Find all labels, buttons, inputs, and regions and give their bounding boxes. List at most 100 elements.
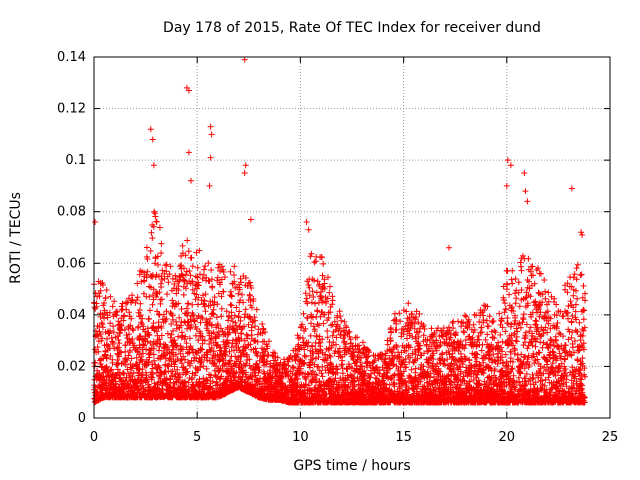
- data-point: [217, 268, 223, 274]
- data-point: [150, 345, 157, 352]
- data-point: [99, 321, 106, 328]
- data-point: [428, 325, 435, 332]
- data-point: [306, 284, 313, 291]
- data-point: [203, 365, 210, 372]
- data-point: [217, 281, 223, 288]
- data-point: [212, 335, 219, 342]
- data-point: [158, 325, 165, 331]
- data-point: [131, 342, 138, 349]
- data-point: [179, 332, 186, 339]
- data-point: [227, 268, 234, 275]
- data-point: [186, 268, 193, 274]
- data-point: [194, 285, 200, 292]
- data-point: [97, 331, 104, 337]
- data-point: [183, 369, 190, 376]
- data-point: [94, 331, 101, 338]
- data-point: [116, 353, 122, 360]
- data-point: [201, 266, 207, 273]
- data-point: [109, 303, 116, 310]
- data-point: [149, 370, 156, 377]
- data-point: [204, 357, 211, 364]
- data-point: [227, 288, 234, 295]
- data-point: [209, 321, 215, 328]
- data-point: [214, 381, 221, 388]
- data-point: [451, 331, 458, 337]
- data-point: [218, 293, 225, 300]
- data-point: [111, 298, 118, 305]
- data-point: [189, 263, 196, 270]
- data-point: [128, 315, 135, 322]
- data-point: [479, 355, 486, 362]
- data-point: [149, 235, 156, 242]
- data-point: [147, 307, 153, 314]
- data-point: [201, 297, 208, 304]
- data-point: [189, 301, 196, 308]
- data-point: [184, 319, 191, 326]
- data-point: [153, 328, 160, 335]
- data-point: [129, 326, 136, 332]
- data-point: [125, 352, 132, 359]
- data-point: [144, 378, 151, 385]
- data-point: [161, 275, 168, 282]
- data-point: [338, 317, 345, 324]
- data-point: [314, 308, 321, 315]
- data-point: [117, 321, 124, 328]
- data-point: [412, 365, 419, 372]
- data-point: [201, 337, 208, 344]
- data-point: [210, 306, 217, 313]
- data-point: [153, 218, 160, 225]
- data-point: [114, 357, 121, 363]
- data-point: [160, 311, 167, 318]
- data-point: [136, 307, 143, 313]
- data-point: [217, 344, 224, 351]
- data-point: [166, 271, 173, 278]
- data-point: [146, 293, 153, 300]
- data-point: [143, 362, 150, 369]
- data-point: [197, 271, 203, 278]
- data-point: [189, 286, 196, 293]
- data-point: [157, 300, 164, 307]
- data-point: [103, 363, 110, 370]
- data-point: [151, 208, 158, 215]
- data-point: [173, 318, 180, 325]
- data-point: [211, 294, 218, 301]
- data-point: [101, 300, 108, 306]
- data-point: [327, 353, 334, 360]
- data-point: [154, 253, 161, 260]
- data-point: [171, 337, 178, 344]
- data-point: [109, 341, 116, 348]
- data-point: [156, 343, 163, 350]
- data-point: [103, 287, 110, 293]
- data-point: [408, 366, 415, 373]
- data-point: [184, 368, 191, 375]
- data-point: [163, 375, 170, 382]
- data-point: [215, 368, 222, 375]
- data-point: [198, 358, 205, 365]
- data-point: [143, 244, 150, 251]
- data-point: [113, 312, 120, 319]
- data-point: [309, 288, 316, 295]
- data-point: [145, 358, 152, 365]
- data-point: [140, 350, 146, 357]
- data-point: [102, 351, 109, 358]
- data-point: [116, 340, 123, 347]
- data-point: [168, 331, 175, 338]
- data-point: [248, 324, 255, 331]
- data-point: [214, 341, 221, 348]
- data-point: [196, 376, 203, 383]
- data-point: [231, 272, 237, 278]
- data-point: [158, 284, 165, 290]
- data-point: [156, 364, 163, 371]
- data-point: [169, 368, 176, 375]
- data-point: [175, 300, 182, 307]
- data-point: [167, 376, 174, 383]
- data-point: [163, 308, 170, 315]
- data-point: [180, 353, 187, 360]
- data-point: [158, 332, 165, 339]
- data-point: [186, 335, 193, 342]
- data-point: [214, 301, 221, 308]
- data-point: [110, 323, 117, 330]
- data-point: [133, 354, 140, 361]
- data-point: [100, 324, 106, 331]
- data-point: [393, 326, 400, 333]
